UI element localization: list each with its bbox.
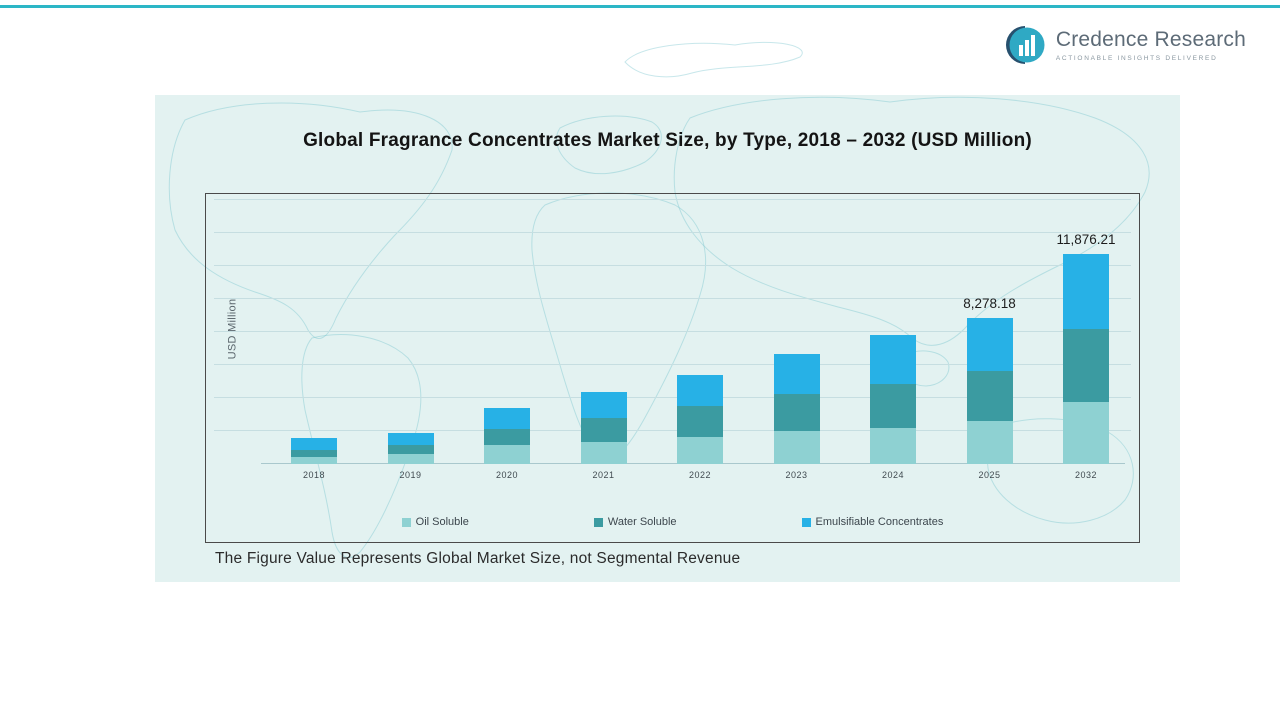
segment-water-soluble-2021 xyxy=(580,417,627,442)
segment-water-soluble-2032 xyxy=(1063,329,1109,402)
bar-2032 xyxy=(1063,254,1109,464)
segment-emulsifiable-concentrates-2025 xyxy=(966,317,1013,372)
bar-column-2024 xyxy=(870,334,916,464)
segment-oil-soluble-2025 xyxy=(966,420,1013,464)
segment-emulsifiable-concentrates-2020 xyxy=(484,408,530,429)
x-axis-labels: 2018 2019 2020 2021 2022 2023 2024 2025 2032 xyxy=(206,470,1139,480)
segment-water-soluble-2019 xyxy=(387,445,434,454)
gridline xyxy=(214,397,1131,398)
x-tick-label-2024: 2024 xyxy=(881,470,905,480)
legend-marker-water-soluble xyxy=(593,517,603,527)
gridline xyxy=(214,364,1131,365)
x-tick-label-2025: 2025 xyxy=(978,470,1001,480)
gridline xyxy=(214,265,1131,266)
segment-oil-soluble-2019 xyxy=(387,453,434,464)
x-tick-label-2022: 2022 xyxy=(688,470,712,480)
legend-marker-emulsifiable-concentrates xyxy=(801,517,811,527)
segment-water-soluble-2023 xyxy=(773,394,820,431)
bar-2025 xyxy=(966,317,1013,464)
segment-emulsifiable-concentrates-2023 xyxy=(773,353,820,394)
legend-item-oil-soluble: Oil Soluble xyxy=(401,516,469,528)
segment-emulsifiable-concentrates-2021 xyxy=(580,392,627,418)
segment-oil-soluble-2024 xyxy=(870,427,916,464)
segment-oil-soluble-2022 xyxy=(677,436,723,464)
segment-water-soluble-2022 xyxy=(677,405,723,437)
segment-oil-soluble-2020 xyxy=(484,445,530,464)
bar-column-2021 xyxy=(580,392,627,464)
legend-marker-oil-soluble xyxy=(401,517,411,527)
gridline xyxy=(214,331,1131,332)
x-tick-label-2032: 2032 xyxy=(1074,470,1098,480)
legend-label-water-soluble: Water Soluble xyxy=(607,516,677,528)
segment-water-soluble-2025 xyxy=(966,371,1013,421)
bar-column-2023 xyxy=(773,353,820,464)
legend-label-oil-soluble: Oil Soluble xyxy=(415,516,469,528)
logo-tagline: Actionable Insights Delivered xyxy=(1055,55,1218,62)
bar-column-2025: 8,278.18 xyxy=(963,296,1016,464)
credence-research-logo: Credence Research Actionable Insights De… xyxy=(1004,24,1246,66)
legend-item-water-soluble: Water Soluble xyxy=(593,516,677,528)
segment-emulsifiable-concentrates-2022 xyxy=(677,375,723,406)
legend-item-emulsifiable-concentrates: Emulsifiable Concentrates xyxy=(801,516,944,528)
bar-2024 xyxy=(870,334,916,464)
bar-value-label-2032: 11,876.21 xyxy=(1056,232,1116,247)
gridline xyxy=(214,298,1131,299)
segment-oil-soluble-2023 xyxy=(773,431,820,464)
chart-frame: USD Million 8,278.18 11,876.21 2018 2019 20… xyxy=(205,193,1140,543)
segment-emulsifiable-concentrates-2018 xyxy=(291,438,337,450)
credence-logo-icon xyxy=(1005,26,1045,64)
segment-emulsifiable-concentrates-2024 xyxy=(870,334,916,384)
bar-column-2020 xyxy=(484,408,530,464)
x-tick-label-2023: 2023 xyxy=(785,470,808,480)
bar-2021 xyxy=(580,392,627,464)
legend-label-emulsifiable-concentrates: Emulsifiable Concentrates xyxy=(815,516,944,528)
bar-2023 xyxy=(773,353,820,464)
segment-water-soluble-2018 xyxy=(291,449,337,457)
segment-emulsifiable-concentrates-2032 xyxy=(1063,254,1109,329)
x-tick-label-2019: 2019 xyxy=(399,470,422,480)
legend: Oil Soluble Water Soluble Emulsifiable Con… xyxy=(206,516,1139,528)
footnote-text: The Figure Value Represents Global Marke… xyxy=(215,550,741,567)
bar-2020 xyxy=(484,408,530,464)
bar-column-2022 xyxy=(677,375,723,464)
x-tick-label-2021: 2021 xyxy=(592,470,615,480)
segment-oil-soluble-2018 xyxy=(291,456,337,464)
gridline xyxy=(214,430,1131,431)
gridline xyxy=(214,232,1131,233)
chart-title: Global Fragrance Concentrates Market Siz… xyxy=(303,130,1032,151)
bar-column-2019 xyxy=(387,432,434,464)
logo-texts: Credence Research Actionable Insights De… xyxy=(1056,28,1246,62)
bar-2022 xyxy=(677,375,723,464)
gridline xyxy=(214,199,1131,200)
bar-column-2018 xyxy=(291,438,337,464)
x-tick-label-2020: 2020 xyxy=(495,470,519,480)
bar-value-label-2025: 8,278.18 xyxy=(963,295,1016,311)
segment-oil-soluble-2032 xyxy=(1063,402,1109,464)
accent-top-line xyxy=(0,5,1280,8)
bar-2018 xyxy=(291,438,337,464)
segment-water-soluble-2020 xyxy=(484,428,530,446)
segment-water-soluble-2024 xyxy=(870,383,916,428)
segment-oil-soluble-2021 xyxy=(580,442,627,464)
x-tick-label-2018: 2018 xyxy=(302,470,326,480)
bars-row: 8,278.18 11,876.21 xyxy=(206,194,1139,464)
logo-brand-name: Credence Research xyxy=(1055,28,1246,51)
bar-2019 xyxy=(387,432,434,464)
bar-column-2032: 11,876.21 xyxy=(1056,232,1116,464)
segment-emulsifiable-concentrates-2019 xyxy=(387,432,434,446)
